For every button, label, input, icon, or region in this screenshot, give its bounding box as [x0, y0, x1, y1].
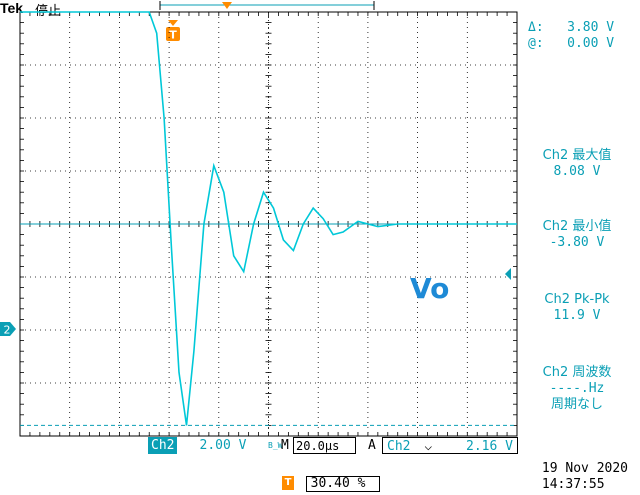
- measurement-frequency-value: ----.Hz: [549, 381, 605, 396]
- volts-per-div[interactable]: 2.00 V: [199, 438, 247, 453]
- cursor-at-value: 0.00 V: [567, 36, 615, 51]
- bandwidth-limit-icon: B_W: [268, 441, 283, 450]
- trigger-position-label: T: [169, 29, 177, 42]
- measurement-pkpk: Ch2 Pk-Pk 11.9 V: [518, 292, 636, 324]
- measurement-min-label: Ch2 最小值: [542, 219, 612, 234]
- measurement-frequency-label: Ch2 周波数: [542, 365, 612, 380]
- measurement-pkpk-value: 11.9 V: [553, 308, 601, 323]
- channel-2-marker-label: 2: [4, 324, 11, 337]
- channel-2-ground-marker[interactable]: 2: [0, 322, 16, 337]
- trigger-offset[interactable]: T 30.40 %: [282, 476, 380, 492]
- trigger-level-icon[interactable]: [505, 268, 511, 280]
- waveform-trace-ch2: [20, 11, 517, 426]
- brand-logo: Tek: [0, 0, 24, 16]
- cursor-delta-value: 3.80 V: [567, 20, 615, 35]
- datetime: 19 Nov 2020 14:37:55: [542, 461, 628, 493]
- channel-tag[interactable]: Ch2: [148, 437, 178, 454]
- measurement-min-value: -3.80 V: [549, 235, 605, 250]
- cursor-at-readout: @: 0.00 V: [528, 36, 614, 51]
- trigger-position-icon[interactable]: T: [166, 20, 180, 42]
- trigger-offset-value: 30.40 %: [305, 476, 380, 492]
- time-per-div[interactable]: 20.0µs: [293, 437, 356, 454]
- record-window-indicator: [159, 1, 375, 10]
- measurement-max-value: 8.08 V: [553, 164, 601, 179]
- time-label: 14:37:55: [541, 477, 605, 492]
- trigger-level-value: 2.16 V: [466, 439, 513, 454]
- waveform-label: Vo: [410, 272, 449, 305]
- measurement-frequency-note: 周期なし: [550, 397, 603, 412]
- measurement-max-label: Ch2 最大值: [542, 148, 612, 163]
- trigger-mode[interactable]: A: [368, 438, 376, 453]
- trigger-offset-icon: T: [282, 476, 294, 490]
- measurement-min: Ch2 最小值 -3.80 V: [518, 219, 636, 251]
- horizontal-prefix: M: [281, 438, 289, 453]
- date-label: 19 Nov 2020: [541, 461, 628, 476]
- record-trigger-marker-icon: [222, 2, 232, 9]
- trigger-slope-icon: ⌵: [424, 439, 433, 454]
- graticule: [19, 11, 518, 437]
- measurement-max: Ch2 最大值 8.08 V: [518, 148, 636, 180]
- trigger-settings[interactable]: Ch2 ⌵ 2.16 V: [382, 437, 518, 454]
- cursor-delta-label: Δ:: [528, 20, 544, 35]
- measurement-pkpk-label: Ch2 Pk-Pk: [544, 292, 610, 307]
- cursor-at-label: @:: [528, 36, 544, 51]
- measurement-frequency: Ch2 周波数 ----.Hz 周期なし: [518, 365, 636, 413]
- cursor-delta-readout: Δ: 3.80 V: [528, 20, 614, 35]
- trigger-channel: Ch2: [387, 439, 411, 454]
